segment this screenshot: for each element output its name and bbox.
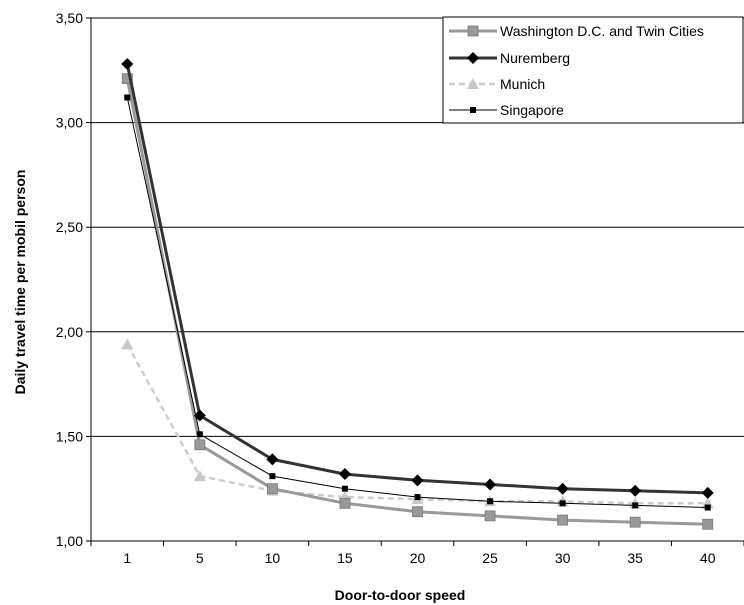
x-tick-label: 35 — [627, 550, 643, 566]
y-tick-label: 3,50 — [56, 10, 83, 26]
x-tick-label: 25 — [482, 550, 498, 566]
data-point-singapore — [341, 485, 348, 492]
data-point-nuremberg — [193, 409, 206, 422]
data-point-nuremberg — [556, 482, 569, 495]
x-axis-title: Door-to-door speed — [335, 587, 466, 603]
data-point-singapore — [632, 502, 639, 509]
x-tick-label: 30 — [555, 550, 571, 566]
data-point-singapore — [559, 500, 566, 507]
y-tick-label: 1,00 — [56, 533, 83, 549]
series-lines — [121, 58, 714, 530]
x-tick-label: 1 — [123, 550, 131, 566]
x-tick-label: 15 — [337, 550, 353, 566]
y-tick-labels: 1,00 1,50 2,00 2,50 3,00 3,50 — [56, 10, 83, 549]
data-point-washington — [557, 514, 569, 526]
data-point-nuremberg — [701, 486, 714, 499]
data-point-singapore — [124, 94, 131, 101]
data-point-washington — [484, 510, 496, 522]
legend-marker-munich — [467, 78, 479, 89]
data-point-nuremberg — [338, 468, 351, 481]
legend-item-nuremberg: Nuremberg — [449, 50, 570, 66]
legend-label-singapore: Singapore — [500, 102, 564, 118]
data-point-nuremberg — [266, 453, 279, 466]
legend: Washington D.C. and Twin Cities Nurember… — [442, 16, 744, 124]
data-point-nuremberg — [411, 474, 424, 487]
y-tick-label: 2,00 — [56, 324, 83, 340]
x-tick-label: 10 — [265, 550, 281, 566]
legend-item-washington: Washington D.C. and Twin Cities — [449, 23, 704, 39]
data-point-washington — [194, 439, 206, 451]
legend-item-munich: Munich — [449, 76, 545, 92]
data-point-washington — [702, 518, 714, 530]
data-point-nuremberg — [121, 58, 134, 71]
legend-marker-washington — [467, 25, 479, 37]
x-tick-label: 40 — [700, 550, 716, 566]
series-line-munich — [126, 343, 708, 505]
legend-label-washington: Washington D.C. and Twin Cities — [500, 23, 704, 39]
x-tick-label: 20 — [410, 550, 426, 566]
legend-marker-nuremberg — [467, 52, 479, 64]
series-line-singapore — [126, 97, 708, 508]
series-line-washington — [125, 78, 708, 526]
y-tick-label: 3,00 — [56, 115, 83, 131]
axes — [86, 17, 744, 546]
data-point-nuremberg — [629, 484, 642, 497]
data-point-nuremberg — [484, 478, 497, 491]
data-point-washington — [266, 483, 278, 495]
data-point-washington — [629, 516, 641, 528]
series-line-nuremberg — [125, 63, 708, 495]
legend-label-munich: Munich — [500, 76, 545, 92]
data-point-singapore — [487, 498, 494, 505]
x-tick-label: 5 — [196, 550, 204, 566]
data-point-munich — [121, 338, 134, 350]
data-point-singapore — [414, 494, 421, 501]
y-axis-title: Daily travel time per mobil person — [12, 170, 28, 395]
y-tick-label: 2,50 — [56, 219, 83, 235]
legend-label-nuremberg: Nuremberg — [500, 50, 570, 66]
legend-box — [442, 16, 744, 124]
x-tick-labels: 1 5 10 15 20 25 30 35 40 — [123, 550, 715, 566]
data-point-singapore — [704, 504, 711, 511]
data-point-singapore — [196, 431, 203, 438]
legend-marker-singapore — [470, 107, 476, 113]
data-point-washington — [412, 506, 423, 518]
data-point-washington — [339, 497, 351, 509]
data-point-washington — [121, 73, 133, 85]
legend-item-singapore: Singapore — [449, 102, 564, 118]
data-point-singapore — [269, 473, 276, 480]
data-point-munich — [193, 470, 206, 482]
y-tick-label: 1,50 — [56, 428, 83, 444]
